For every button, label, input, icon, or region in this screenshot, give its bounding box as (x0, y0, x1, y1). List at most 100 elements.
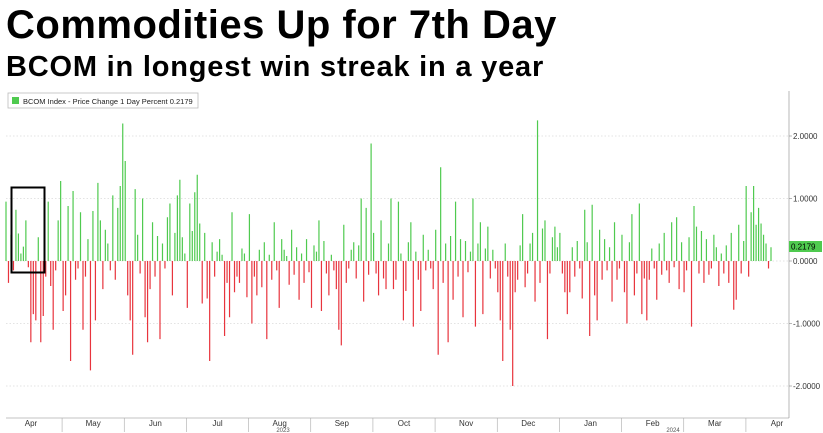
bar (122, 123, 124, 261)
bar (132, 261, 134, 355)
bar (449, 236, 452, 261)
bar (705, 239, 708, 262)
bar (743, 241, 745, 261)
bar (179, 179, 181, 261)
x-tick-label: Nov (459, 419, 473, 428)
bar (7, 261, 10, 283)
bar (15, 209, 17, 261)
bar (549, 261, 551, 274)
bar (348, 261, 350, 269)
legend-label: BCOM Index - Price Change 1 Day Percent … (23, 97, 193, 106)
bar (397, 201, 400, 262)
bar (385, 261, 387, 290)
bar (109, 261, 111, 271)
bar (596, 261, 598, 321)
bar (420, 261, 422, 311)
bar (335, 261, 337, 290)
bar (430, 261, 432, 269)
bar (703, 261, 705, 283)
bar (191, 231, 193, 261)
bar (258, 249, 260, 261)
bar (345, 261, 347, 283)
bar (405, 261, 407, 291)
bar (745, 186, 747, 261)
bar (740, 261, 742, 274)
bar (368, 261, 370, 275)
x-tick-label: Mar (708, 419, 722, 428)
bar (315, 251, 318, 262)
bar (273, 222, 275, 261)
bar (613, 222, 616, 261)
bar (288, 261, 290, 285)
bar (323, 241, 325, 261)
bar (728, 261, 730, 283)
bar (154, 261, 156, 277)
bar (723, 261, 725, 274)
bar (733, 261, 735, 310)
x-tick-label: May (86, 419, 101, 428)
bar (201, 261, 203, 304)
bar (30, 261, 32, 343)
bar (164, 261, 166, 269)
plot-area (6, 91, 789, 418)
bar (641, 261, 643, 315)
bar (104, 229, 106, 261)
bar (263, 242, 265, 261)
bar (32, 261, 34, 315)
bar (5, 201, 7, 262)
bar (216, 251, 218, 262)
bar (410, 222, 412, 261)
bar (174, 232, 176, 262)
bar (519, 245, 521, 262)
bar (502, 261, 504, 361)
bar (767, 261, 770, 269)
bar (407, 242, 409, 261)
bar (412, 261, 414, 327)
bar (663, 232, 665, 262)
bar (67, 206, 69, 261)
bar (293, 261, 295, 275)
x-tick-label: Feb (646, 419, 660, 428)
x-tick-label: Jul (212, 419, 222, 428)
bar (529, 243, 531, 261)
bar (97, 182, 99, 262)
x-tick-label: Jan (584, 419, 597, 428)
bar (673, 261, 675, 268)
bar (35, 261, 37, 321)
bar (646, 261, 648, 321)
bar (551, 237, 554, 261)
bar (442, 261, 444, 283)
bar (462, 261, 464, 318)
legend: BCOM Index - Price Change 1 Day Percent … (7, 92, 199, 109)
bar (231, 212, 233, 261)
bar (159, 261, 161, 340)
bar (564, 261, 566, 293)
bar (320, 261, 323, 311)
bar (730, 232, 732, 262)
bar (117, 207, 119, 262)
x-tick-label: Jun (149, 419, 162, 428)
bar (599, 229, 601, 261)
bar (517, 261, 519, 280)
bar (37, 237, 39, 261)
bar (300, 253, 303, 261)
bar (616, 261, 618, 280)
bar (77, 261, 79, 269)
bar (171, 261, 174, 296)
x-tick-label: Apr (771, 419, 784, 428)
bar (261, 261, 263, 288)
bar (84, 261, 87, 277)
bar (60, 181, 62, 261)
bar (695, 226, 698, 262)
bar (119, 186, 121, 261)
year-label: 2023 (276, 428, 290, 433)
bar (382, 261, 385, 279)
bar (144, 261, 146, 318)
y-tick-label: 2.0000 (793, 132, 818, 141)
bar (569, 261, 571, 293)
bar (628, 242, 631, 261)
bar (211, 242, 213, 261)
bar (283, 249, 285, 261)
bar (151, 222, 154, 261)
bar (658, 243, 660, 261)
